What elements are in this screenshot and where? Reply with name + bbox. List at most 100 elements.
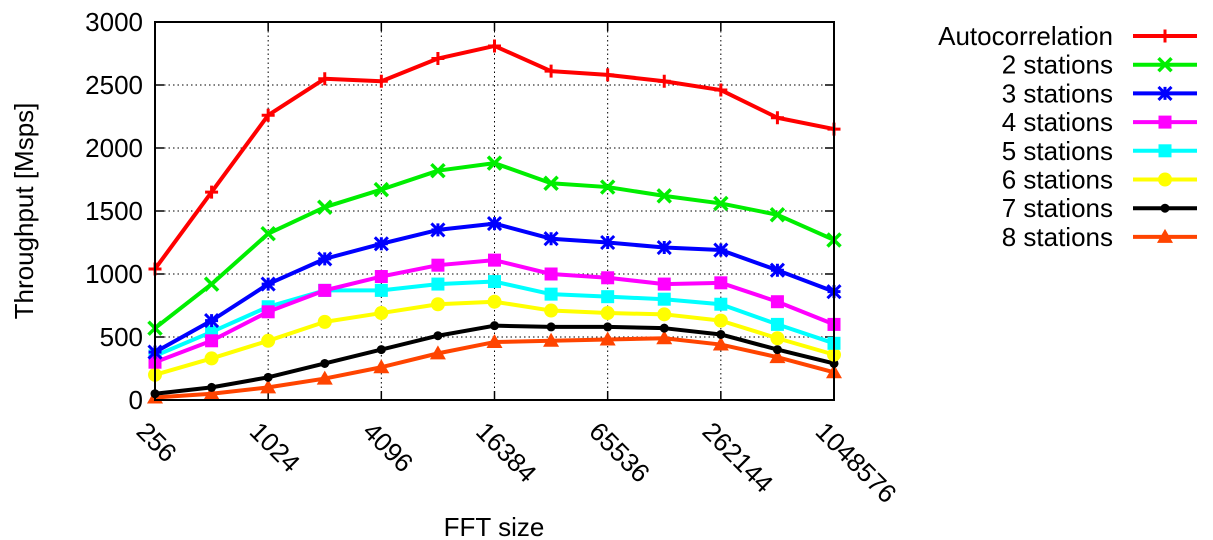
data-point — [772, 345, 782, 355]
x-tick-label: 65536 — [583, 416, 655, 488]
data-point — [204, 313, 220, 329]
series-8-stations — [147, 330, 842, 404]
data-point — [490, 321, 499, 331]
y-tick-label: 1000 — [85, 259, 143, 289]
series-2-stations — [147, 155, 842, 336]
x-tick-label: 1024 — [244, 416, 306, 478]
data-point — [433, 331, 443, 341]
data-point — [657, 307, 672, 322]
legend-entry: 6 stations — [1002, 165, 1197, 195]
y-tick-label: 3000 — [85, 7, 143, 37]
x-tick-label: 256 — [131, 416, 183, 468]
data-point — [716, 329, 726, 339]
data-point — [603, 322, 613, 332]
legend-entry: 7 stations — [1002, 193, 1197, 223]
data-point — [488, 253, 501, 267]
plot-frame — [154, 21, 835, 401]
y-tick-label: 2500 — [85, 70, 143, 100]
y-tick-label: 0 — [129, 385, 143, 415]
y-tick-label: 1500 — [85, 196, 143, 226]
data-point — [769, 349, 786, 364]
data-point — [543, 175, 559, 192]
legend-label: 6 stations — [1002, 165, 1113, 195]
data-point — [431, 258, 445, 272]
data-point — [713, 313, 728, 328]
data-point — [430, 297, 445, 312]
data-point — [488, 275, 501, 289]
data-point — [317, 314, 332, 329]
data-point — [656, 330, 673, 345]
data-point — [543, 231, 559, 247]
data-point — [543, 332, 560, 347]
data-point — [657, 292, 671, 306]
x-tick-label: 1048576 — [810, 416, 903, 509]
legend-label: 7 stations — [1002, 193, 1113, 223]
legend-label: Autocorrelation — [938, 21, 1113, 51]
legend-label: 2 stations — [1002, 50, 1113, 80]
data-point — [544, 287, 558, 301]
data-point — [261, 333, 276, 348]
data-point — [600, 234, 616, 251]
data-point — [317, 199, 333, 215]
legend-entry: 4 stations — [1002, 107, 1197, 137]
data-point — [207, 382, 217, 392]
data-point — [713, 195, 729, 212]
data-point — [1157, 56, 1173, 73]
data-point — [712, 336, 729, 351]
series-autocorrelation — [148, 39, 841, 276]
data-point — [601, 290, 615, 304]
data-point — [546, 322, 556, 332]
data-point — [486, 334, 503, 349]
data-point — [544, 267, 558, 281]
data-point — [486, 216, 503, 232]
data-point — [374, 74, 388, 88]
y-tick-label: 500 — [100, 322, 143, 352]
data-point — [430, 162, 446, 179]
legend-label: 5 stations — [1002, 136, 1113, 166]
data-point — [544, 303, 559, 318]
data-point — [1158, 172, 1172, 187]
data-point — [260, 379, 277, 394]
data-point — [374, 306, 389, 321]
data-point — [430, 222, 446, 238]
data-point — [770, 317, 784, 331]
data-point — [488, 39, 501, 53]
data-point — [656, 188, 672, 204]
series-7-stations — [150, 321, 839, 399]
legend-label: 8 stations — [1002, 222, 1113, 252]
data-point — [205, 334, 219, 348]
data-point — [656, 239, 672, 256]
data-point — [373, 359, 390, 374]
data-point — [486, 155, 503, 171]
data-point — [657, 74, 671, 88]
data-point — [544, 64, 558, 78]
data-point — [770, 331, 785, 346]
data-point — [205, 185, 219, 199]
legend-entry: 2 stations — [1002, 50, 1197, 80]
data-point — [599, 179, 616, 195]
data-point — [770, 111, 784, 125]
x-tick-label: 4096 — [357, 416, 419, 478]
data-point — [487, 294, 502, 309]
data-point — [203, 276, 220, 292]
data-point — [374, 270, 388, 284]
data-point — [770, 295, 784, 309]
data-point — [1158, 29, 1172, 43]
y-tick-label: 2000 — [85, 133, 143, 163]
data-point — [374, 283, 388, 297]
legend-label: 3 stations — [1002, 78, 1113, 108]
data-point — [318, 283, 332, 297]
data-point — [599, 331, 616, 346]
data-point — [659, 323, 669, 333]
data-point — [713, 242, 729, 258]
x-tick-label: 262144 — [697, 416, 780, 499]
data-point — [1157, 85, 1173, 101]
data-point — [373, 236, 389, 252]
data-point — [1160, 203, 1170, 213]
data-point — [769, 207, 786, 223]
data-point — [204, 351, 219, 366]
data-point — [714, 297, 728, 311]
data-point — [431, 277, 445, 291]
